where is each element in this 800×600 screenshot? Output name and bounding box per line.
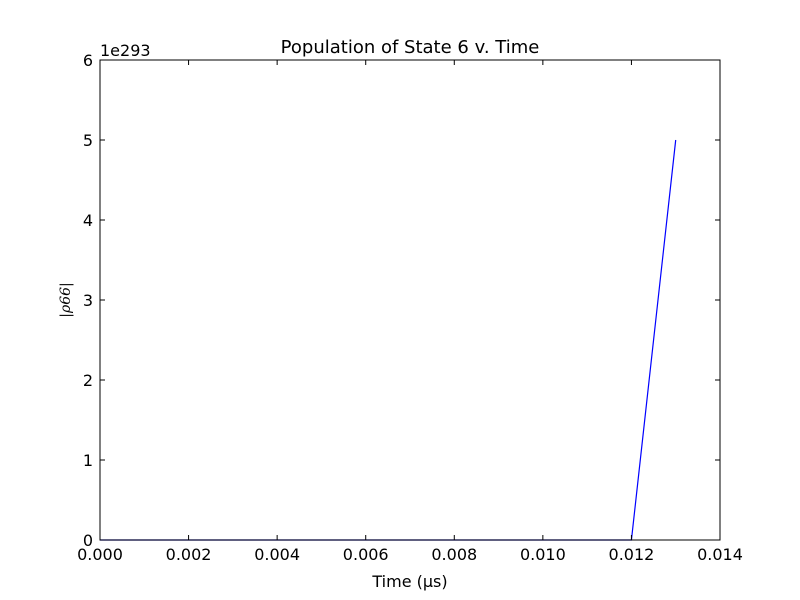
x-axis-label: Time (μs) [371, 572, 447, 591]
y-tick-label-1: 1 [83, 451, 93, 470]
y-tick-label-5: 5 [83, 131, 93, 150]
x-tick-label-4: 0.008 [431, 545, 477, 564]
plot-area [100, 60, 720, 540]
chart-title: Population of State 6 v. Time [281, 37, 540, 58]
x-tick-label-5: 0.010 [520, 545, 566, 564]
y-tick-label-2: 2 [83, 371, 93, 390]
y-offset-label: 1e293 [100, 41, 151, 60]
y-tick-label-3: 3 [83, 291, 93, 310]
y-axis-ticks: 0 1 2 3 4 5 6 [83, 51, 720, 550]
y-tick-label-0: 0 [83, 531, 93, 550]
y-axis-label: |ρ66| [58, 282, 74, 317]
x-tick-label-0: 0.000 [77, 545, 123, 564]
x-tick-label-3: 0.006 [343, 545, 389, 564]
x-tick-label-2: 0.004 [254, 545, 300, 564]
x-tick-label-7: 0.014 [697, 545, 743, 564]
x-tick-label-6: 0.012 [609, 545, 655, 564]
x-tick-label-1: 0.002 [166, 545, 212, 564]
y-tick-label-4: 4 [83, 211, 93, 230]
y-tick-label-6: 6 [83, 51, 93, 70]
x-axis-ticks: 0.000 0.002 0.004 0.006 0.008 0.010 0.012 0.014 [77, 60, 743, 564]
